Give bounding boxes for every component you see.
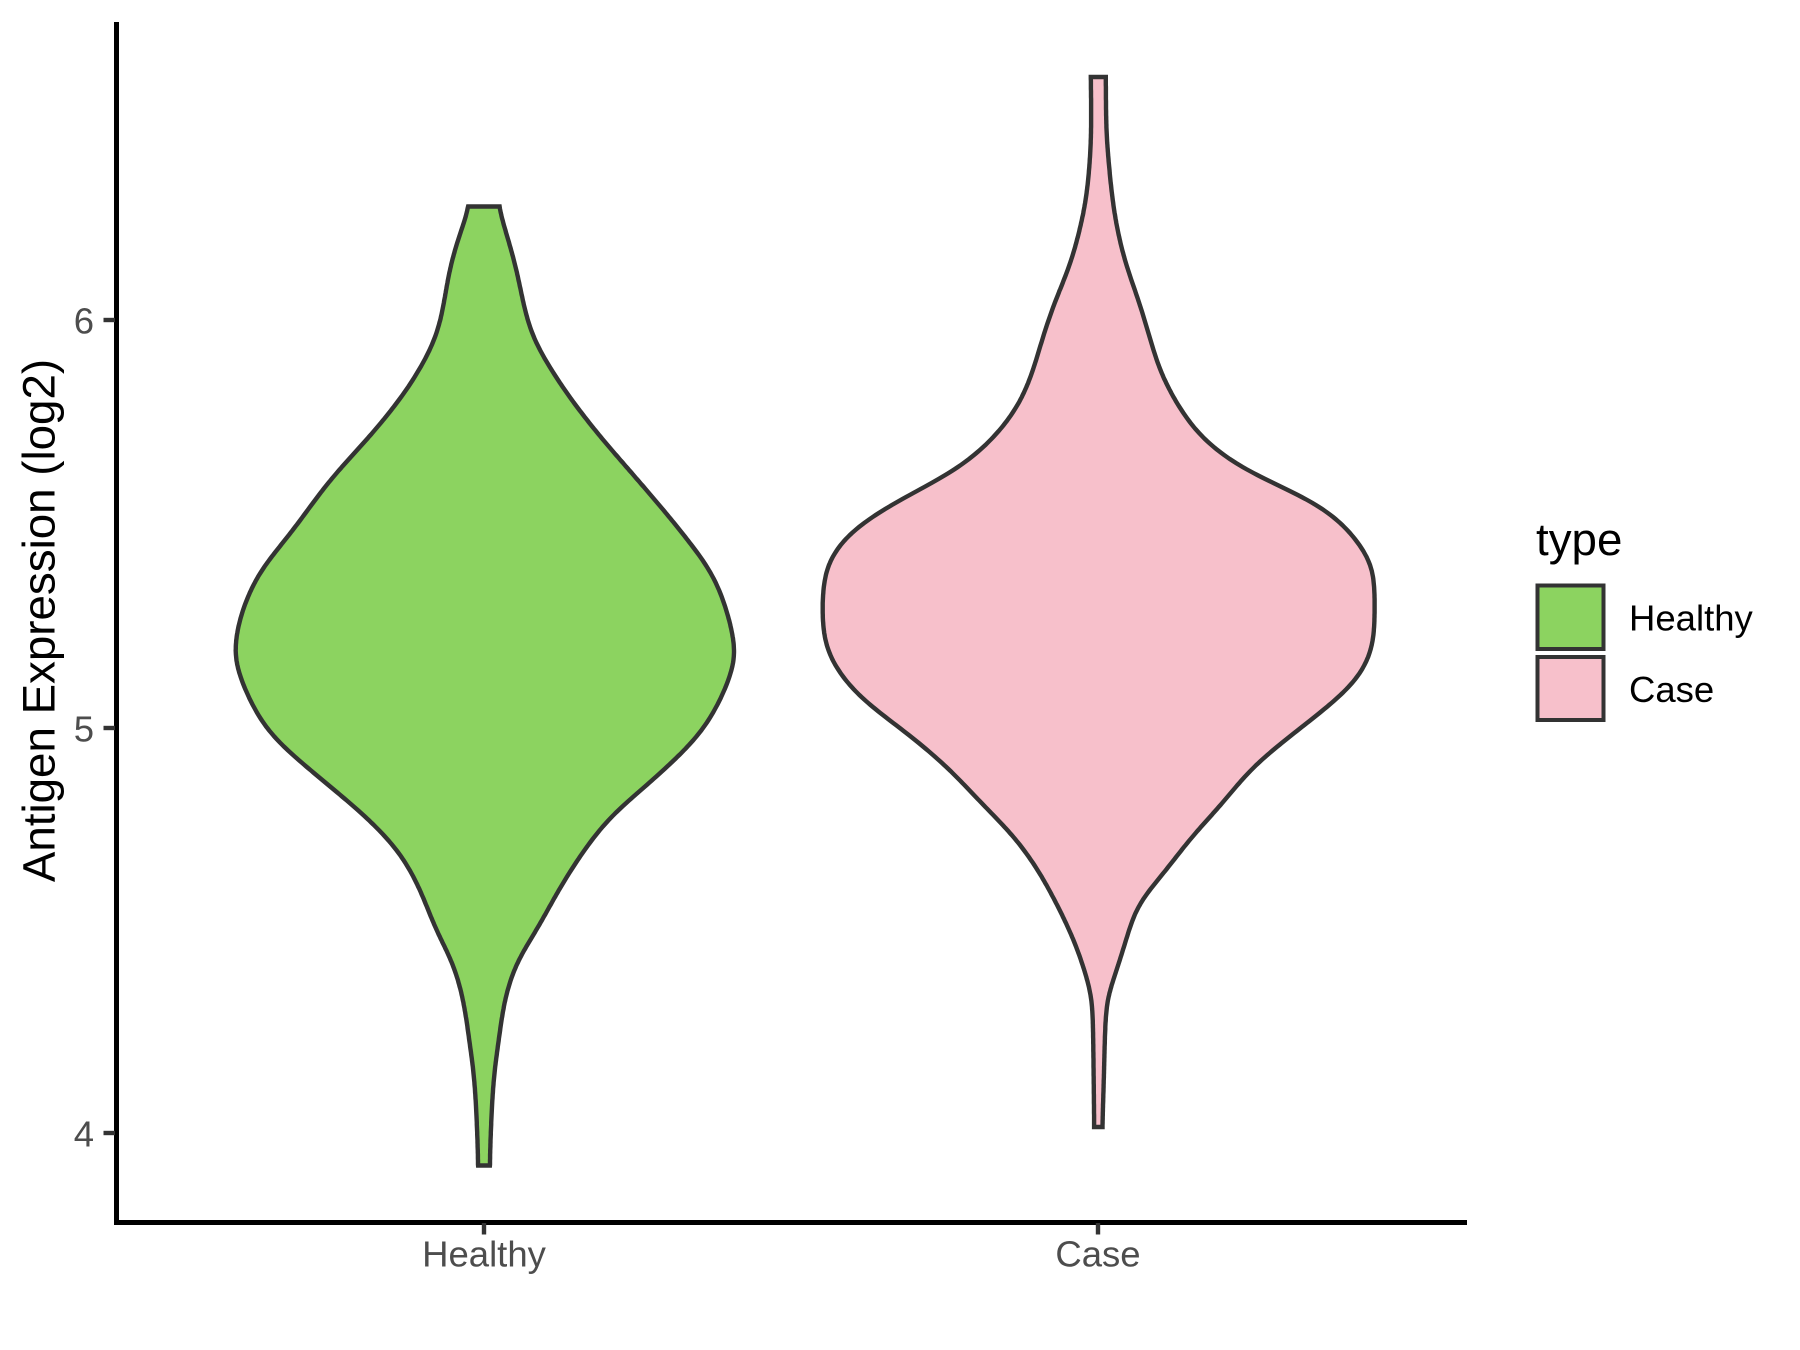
svg-text:5: 5 [74,708,94,749]
svg-text:Healthy: Healthy [1629,598,1754,639]
svg-text:type: type [1536,514,1622,565]
svg-text:Antigen Expression (log2): Antigen Expression (log2) [14,359,65,882]
svg-text:Case: Case [1629,669,1714,710]
svg-text:4: 4 [74,1113,94,1154]
svg-text:Case: Case [1055,1234,1140,1275]
svg-text:Healthy: Healthy [422,1234,547,1275]
svg-text:6: 6 [74,300,94,341]
